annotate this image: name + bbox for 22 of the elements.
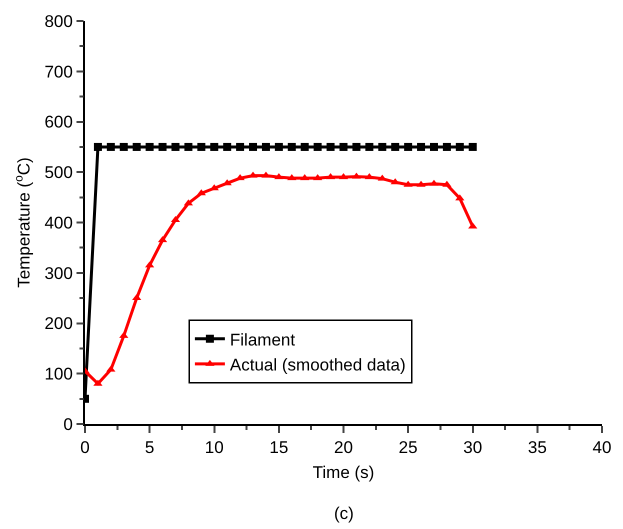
- legend-label: Actual (smoothed data): [230, 355, 406, 374]
- x-tick-label: 30: [463, 438, 482, 458]
- y-tick-label: 400: [44, 213, 73, 232]
- y-tick-label: 200: [44, 314, 73, 334]
- y-tick-label: 0: [63, 414, 73, 434]
- x-tick-label: 40: [592, 438, 612, 458]
- x-tick-label: 15: [269, 438, 288, 458]
- y-tick-label: 300: [44, 264, 73, 283]
- x-axis-title: Time (s): [312, 463, 374, 482]
- text: (c): [334, 504, 354, 523]
- y-tick-label: 800: [44, 12, 73, 31]
- y-tick-label: 500: [44, 163, 73, 182]
- y-tick-label: 600: [44, 112, 73, 132]
- x-tick-label: 5: [144, 438, 154, 458]
- y-tick-label: 100: [44, 364, 73, 384]
- x-tick-label: 10: [204, 438, 224, 458]
- x-tick-label: 35: [528, 438, 547, 458]
- x-tick-label: 20: [334, 438, 353, 458]
- legend-label: Filament: [230, 330, 296, 350]
- x-tick-label: 25: [398, 438, 418, 458]
- y-tick-label: 700: [44, 62, 73, 82]
- x-tick-label: 0: [80, 438, 90, 458]
